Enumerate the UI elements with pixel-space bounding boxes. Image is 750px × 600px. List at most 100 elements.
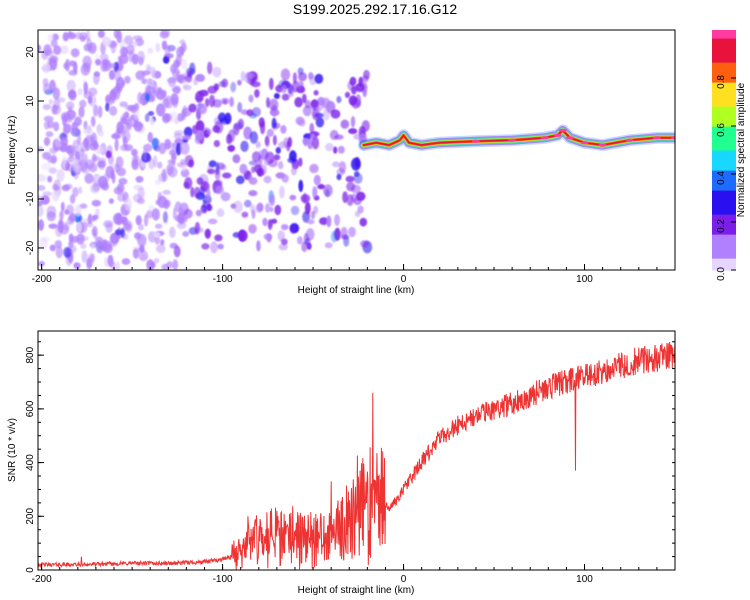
spectrogram-blob [90, 183, 100, 194]
spectrogram-blob [173, 132, 183, 140]
spectrogram-blob [220, 192, 231, 202]
spectrogram-blob [97, 130, 105, 137]
spectrogram-blob [92, 155, 100, 161]
colorbar-cell [712, 190, 736, 195]
spectrogram-blob [166, 261, 174, 269]
spectrogram-blob [45, 131, 54, 138]
spectrogram-blob [309, 122, 315, 134]
spectrogram-blob [319, 217, 329, 226]
spectrogram-blob [342, 191, 348, 204]
spectrogram-blob [60, 136, 68, 147]
spectrogram-y-tick-label: -20 [25, 240, 36, 255]
spectrogram-blob [214, 179, 223, 186]
spectrogram-blob [271, 218, 278, 224]
spectrogram-blob [351, 184, 361, 194]
spectrogram-blob [312, 186, 318, 199]
spectrogram-blob [70, 48, 80, 58]
spectrogram-blob [258, 117, 265, 128]
spectrogram-blob [132, 248, 140, 259]
spectrogram-blob [135, 215, 142, 226]
spectrogram-blob [154, 236, 160, 245]
spectrogram-blob [217, 112, 227, 123]
spectrogram-blob [116, 121, 124, 135]
spectrogram-blob [309, 74, 317, 86]
spectrogram-blob [309, 163, 319, 174]
spectrogram-blob [322, 108, 330, 121]
spectrogram-blob [51, 104, 58, 115]
spectrogram-blob [155, 244, 166, 254]
colorbar-cell [712, 174, 736, 179]
spectrogram-blob [115, 212, 123, 225]
colorbar-cell [712, 86, 736, 91]
spectrogram-blob [108, 198, 114, 205]
spectrogram-blob [278, 243, 289, 251]
colorbar-cell [712, 206, 736, 211]
spectrogram-blob [115, 261, 120, 270]
spectrogram-blob [179, 45, 185, 56]
spectrogram-blob [287, 136, 293, 148]
snr-y-tick-label: 400 [25, 454, 36, 471]
spectrogram-blob [324, 242, 333, 249]
spectrogram-blob [298, 179, 304, 192]
colorbar-cell [712, 158, 736, 163]
snr-x-ticks: -200 -100 0 100 [32, 564, 676, 585]
spectrogram-blob [345, 175, 355, 183]
spectrogram-blob [268, 194, 276, 207]
spectrogram-blob [266, 128, 274, 137]
snr-series-line [38, 341, 675, 570]
spectrogram-blob [313, 174, 321, 186]
spectrogram-x-tick-label: -200 [32, 274, 52, 285]
colorbar-cell [712, 234, 736, 239]
spectrogram-blob [246, 72, 255, 79]
spectrogram-y-tick-label: -10 [25, 191, 36, 206]
spectrogram-blob [85, 30, 91, 41]
spectrogram-blob [142, 150, 147, 161]
spectrogram-blob [297, 236, 303, 245]
spectrogram-blob [206, 203, 212, 211]
spectrogram-blob [289, 194, 297, 201]
spectrogram-blob [297, 119, 306, 127]
spectrogram-blob [325, 188, 330, 198]
spectrogram-blob [71, 121, 78, 134]
spectrogram-blob [349, 76, 357, 86]
spectrogram-peak [558, 128, 567, 132]
spectrogram-blob [180, 58, 188, 70]
spectrogram-blob [64, 58, 70, 72]
spectrogram-blob [172, 259, 179, 270]
spectrogram-blob [42, 191, 53, 197]
spectrogram-blob [241, 109, 248, 115]
spectrogram-blob [248, 94, 254, 103]
spectrogram-x-tick-label: -100 [213, 274, 233, 285]
spectrogram-blob [311, 136, 320, 150]
spectrogram-blob [93, 104, 99, 117]
spectrogram-blob [256, 240, 261, 252]
spectrogram-blob [135, 70, 146, 81]
snr-y-tick-label: 800 [25, 346, 36, 363]
spectrogram-blob [249, 131, 258, 144]
spectrogram-blob [126, 118, 133, 127]
colorbar-cell [712, 142, 736, 147]
spectrogram-blob [144, 113, 150, 122]
spectrogram-x-ticks: -200 -100 0 100 [32, 264, 676, 285]
spectrogram-blob [92, 140, 99, 150]
spectrogram-blob [124, 198, 133, 211]
spectrogram-blob [42, 104, 51, 110]
spectrogram-blob [38, 260, 45, 267]
colorbar-cell [712, 66, 736, 71]
colorbar-cell [712, 54, 736, 59]
spectrogram-blob [298, 157, 303, 167]
spectrogram-blob [348, 95, 358, 106]
spectrogram-blob [38, 146, 44, 153]
colorbar-cell [712, 126, 736, 131]
spectrogram-blob [162, 211, 168, 223]
spectrogram-blob [291, 166, 297, 176]
spectrogram-blob [340, 119, 350, 129]
spectrogram-blob [207, 61, 213, 75]
spectrogram-blob [190, 186, 195, 198]
spectrogram-blob [306, 219, 315, 225]
spectrogram-blob [123, 222, 132, 231]
spectrogram-blob [298, 72, 307, 82]
spectrogram-blob [278, 161, 284, 170]
spectrogram-blob [86, 258, 92, 270]
spectrogram-blob [278, 141, 287, 149]
